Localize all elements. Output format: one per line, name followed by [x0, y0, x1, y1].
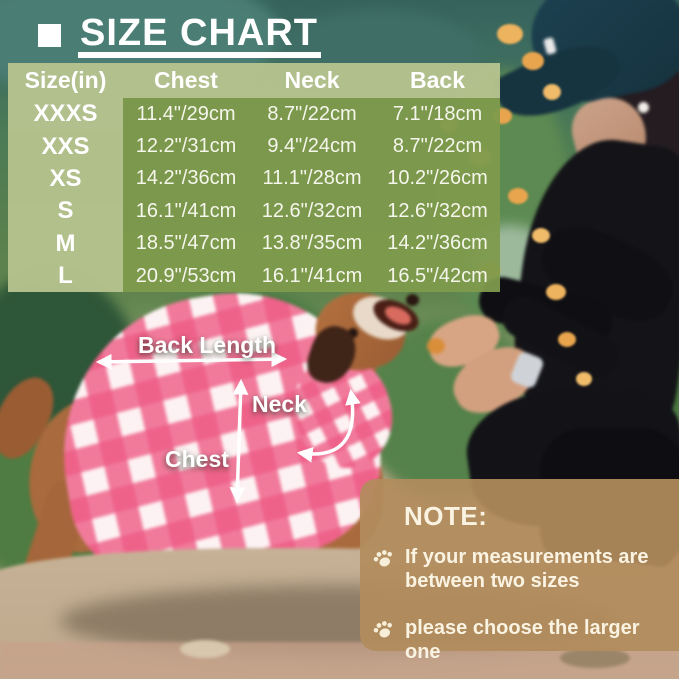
pebble — [180, 640, 230, 658]
neck-arrow — [296, 388, 361, 463]
note-item-text: please choose the larger one — [405, 616, 640, 664]
note-heading: NOTE: — [404, 501, 488, 531]
flower — [497, 24, 523, 44]
size-chart-table: Size(in) Chest Neck Back XXXS 11.4"/29cm… — [8, 63, 500, 293]
chest-arrow — [229, 378, 249, 504]
flower — [532, 228, 550, 243]
square-bullet-icon — [38, 24, 61, 47]
paw-icon — [373, 620, 392, 638]
neck-label: Neck — [252, 391, 307, 417]
back-value: 7.1"/18cm — [375, 98, 500, 131]
flower — [508, 188, 528, 204]
flower — [546, 284, 566, 300]
pebble — [560, 648, 630, 668]
column-header: Back — [375, 63, 500, 98]
neck-value: 11.1"/28cm — [249, 162, 375, 196]
back-length-arrow — [95, 351, 288, 370]
earring — [638, 102, 649, 113]
dog-eye — [348, 328, 358, 338]
note-item-text: If your measurements are between two siz… — [405, 546, 649, 593]
neck-value: 13.8"/35cm — [249, 227, 375, 260]
back-value: 12.6"/32cm — [375, 195, 500, 228]
title-bar: SIZE CHART — [38, 12, 318, 55]
size-label: L — [8, 259, 123, 293]
chest-label: Chest — [165, 446, 229, 472]
size-label: XXXS — [8, 98, 123, 131]
chest-value: 14.2"/36cm — [123, 162, 249, 196]
chest-value: 11.4"/29cm — [123, 98, 249, 131]
dog-nose — [406, 294, 419, 306]
title-underline — [78, 52, 321, 58]
back-value: 10.2"/26cm — [375, 162, 500, 196]
note-item: If your measurements are between two siz… — [373, 545, 676, 594]
neck-value: 12.6"/32cm — [249, 195, 375, 228]
column-header: Chest — [123, 63, 249, 98]
flower — [543, 84, 561, 100]
dog-treat — [427, 338, 445, 354]
neck-value: 8.7"/22cm — [249, 98, 375, 131]
neck-value: 16.1"/41cm — [249, 259, 375, 293]
neck-value: 9.4"/24cm — [249, 130, 375, 163]
chest-value: 18.5"/47cm — [123, 227, 249, 260]
paw-icon — [373, 550, 392, 567]
flower — [522, 52, 544, 70]
chest-value: 20.9"/53cm — [123, 259, 249, 293]
back-value: 16.5"/42cm — [375, 259, 500, 293]
chest-value: 16.1"/41cm — [123, 195, 249, 228]
chest-value: 12.2"/31cm — [123, 130, 249, 163]
note-box: NOTE: If your measurements are between t… — [360, 479, 679, 663]
column-header: Neck — [249, 63, 375, 98]
back-value: 8.7"/22cm — [375, 130, 500, 163]
flower — [576, 372, 592, 386]
size-label: XXS — [8, 130, 123, 163]
back-length-label: Back Length — [138, 332, 277, 358]
back-value: 14.2"/36cm — [375, 227, 500, 260]
page-title: SIZE CHART — [80, 12, 318, 54]
size-label: XS — [8, 162, 123, 196]
note-item: please choose the larger one — [373, 616, 676, 665]
flower — [558, 332, 576, 347]
size-label: M — [8, 227, 123, 260]
column-header: Size(in) — [8, 63, 123, 98]
size-label: S — [8, 195, 123, 228]
